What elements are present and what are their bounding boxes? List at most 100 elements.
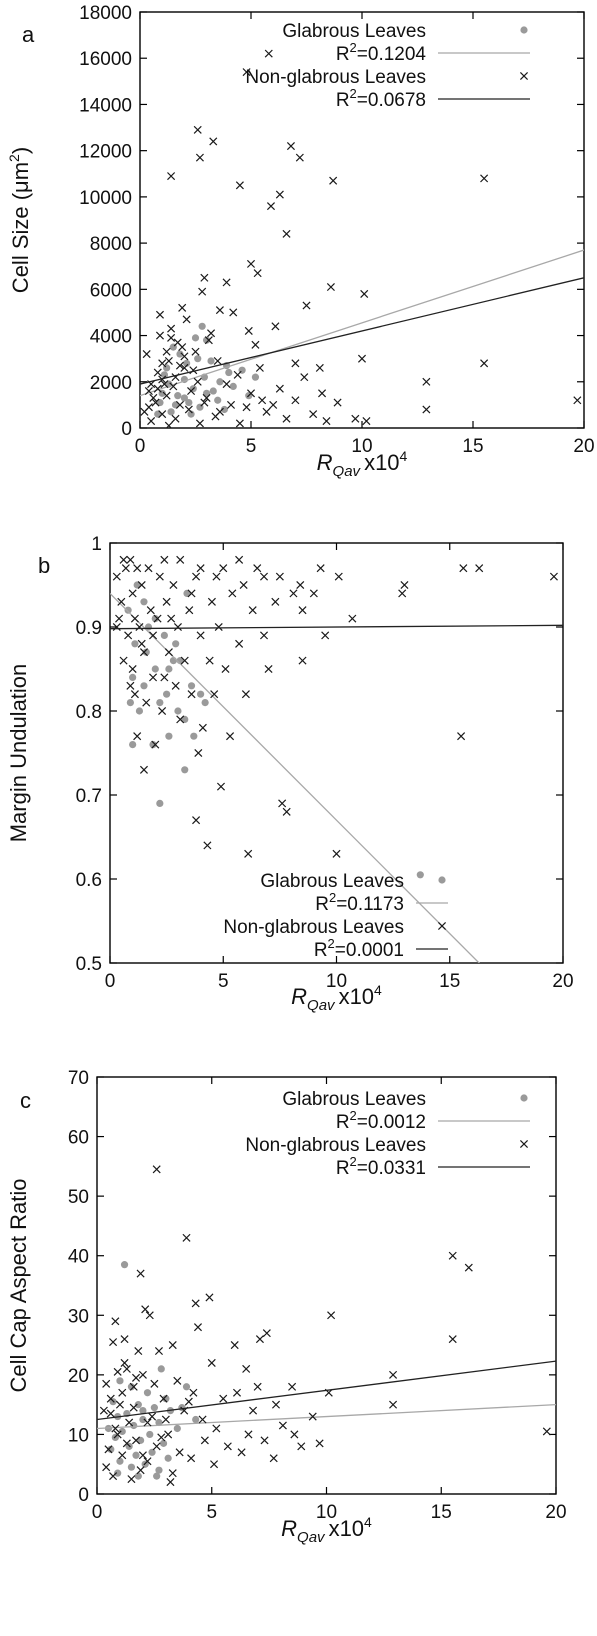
non-glabrous-point bbox=[278, 1421, 287, 1430]
glabrous-point bbox=[133, 581, 141, 589]
non-glabrous-point bbox=[129, 1403, 138, 1412]
non-glabrous-point bbox=[180, 352, 189, 361]
non-glabrous-point bbox=[422, 405, 431, 414]
glabrous-point bbox=[163, 690, 171, 698]
non-glabrous-point bbox=[271, 322, 280, 331]
non-glabrous-point bbox=[297, 1442, 306, 1451]
non-glabrous-point bbox=[143, 1457, 152, 1466]
non-glabrous-point bbox=[138, 1370, 147, 1379]
non-glabrous-point bbox=[264, 664, 273, 674]
glabrous-point bbox=[149, 741, 157, 749]
non-glabrous-point bbox=[151, 398, 160, 407]
legend-r2-symbol: R bbox=[315, 894, 329, 915]
non-glabrous-point bbox=[118, 1388, 127, 1397]
non-glabrous-point bbox=[362, 417, 371, 426]
panel-letter: b bbox=[38, 553, 50, 578]
non-glabrous-point bbox=[194, 748, 203, 758]
x-axis-title: RQav x104 bbox=[317, 448, 408, 480]
non-glabrous-point bbox=[249, 1406, 258, 1415]
non-glabrous-point bbox=[157, 1433, 166, 1442]
legend-r2-label: R2=0.0012 bbox=[336, 1108, 426, 1133]
non-glabrous-point bbox=[357, 354, 367, 363]
x-tick-label: 5 bbox=[218, 971, 229, 992]
non-glabrous-point bbox=[128, 589, 137, 598]
non-glabrous-point bbox=[120, 1335, 129, 1344]
non-glabrous-point bbox=[144, 386, 153, 396]
non-glabrous-point bbox=[422, 377, 431, 386]
y-tick-label: 50 bbox=[68, 1187, 89, 1208]
non-glabrous-point bbox=[246, 259, 256, 268]
glabrous-point bbox=[190, 732, 198, 740]
glabrous-point bbox=[169, 657, 178, 665]
non-glabrous-point bbox=[237, 1448, 246, 1457]
non-glabrous-point bbox=[153, 384, 162, 393]
non-glabrous-point bbox=[166, 1478, 175, 1487]
non-glabrous-point bbox=[291, 396, 300, 405]
non-glabrous-point bbox=[175, 1448, 184, 1457]
y-tick-label: 40 bbox=[68, 1247, 89, 1268]
non-glabrous-point bbox=[193, 125, 202, 134]
non-glabrous-point bbox=[193, 377, 202, 386]
non-glabrous-point bbox=[275, 384, 284, 393]
legend-r2-superscript: 2 bbox=[350, 86, 357, 101]
non-glabrous-point bbox=[222, 278, 231, 287]
glabrous-point bbox=[182, 1383, 191, 1391]
non-glabrous-point bbox=[142, 698, 151, 707]
glabrous-point bbox=[187, 682, 196, 690]
non-glabrous-point bbox=[207, 597, 216, 606]
non-glabrous-point bbox=[315, 363, 324, 372]
non-glabrous-point bbox=[448, 1251, 457, 1260]
glabrous-point bbox=[151, 615, 159, 623]
glabrous-point bbox=[167, 408, 175, 416]
glabrous-point bbox=[164, 1454, 172, 1462]
non-glabrous-point bbox=[171, 681, 180, 690]
non-glabrous-point bbox=[102, 1463, 111, 1472]
non-glabrous-point bbox=[155, 572, 164, 581]
non-glabrous-point bbox=[242, 1364, 251, 1373]
non-glabrous-point bbox=[195, 419, 204, 428]
non-glabrous-point bbox=[196, 631, 205, 640]
y-tick-label: 1 bbox=[91, 534, 102, 555]
non-glabrous-point bbox=[210, 690, 219, 699]
non-glabrous-point bbox=[321, 631, 330, 640]
non-glabrous-point bbox=[242, 403, 251, 412]
non-glabrous-point bbox=[169, 382, 178, 391]
non-glabrous-point bbox=[136, 1269, 145, 1278]
non-glabrous-point bbox=[207, 329, 216, 338]
non-glabrous-point bbox=[282, 414, 291, 423]
legend-r2-value: =0.1173 bbox=[336, 894, 404, 915]
non-glabrous-point bbox=[228, 589, 237, 598]
glabrous-point bbox=[181, 715, 189, 724]
non-glabrous-point bbox=[159, 1394, 168, 1403]
non-glabrous-point bbox=[113, 1430, 122, 1439]
legend-r2-label: R2=0.1173 bbox=[315, 890, 404, 915]
non-glabrous-point bbox=[175, 400, 184, 409]
non-glabrous-point bbox=[115, 614, 124, 623]
y-tick-label: 0 bbox=[78, 1485, 89, 1506]
non-glabrous-point bbox=[459, 564, 468, 573]
glabrous-point bbox=[172, 640, 180, 648]
x-axis-title-main: R bbox=[317, 450, 333, 475]
glabrous-point bbox=[214, 396, 222, 404]
non-glabrous-point bbox=[255, 363, 264, 372]
glabrous-point bbox=[155, 1466, 163, 1474]
y-tick-label: 60 bbox=[68, 1128, 89, 1149]
non-glabrous-point bbox=[112, 622, 121, 632]
non-glabrous-point bbox=[253, 564, 262, 573]
legend-r2-value: =0.1204 bbox=[357, 44, 427, 65]
non-glabrous-point bbox=[158, 706, 167, 716]
non-glabrous-point bbox=[278, 799, 287, 808]
glabrous-point bbox=[140, 682, 148, 690]
glabrous-point bbox=[140, 598, 148, 606]
non-glabrous-point bbox=[282, 229, 291, 238]
x-tick-label: 15 bbox=[439, 971, 460, 992]
non-glabrous-point bbox=[308, 1412, 317, 1421]
non-glabrous-point bbox=[171, 414, 180, 423]
glabrous-point bbox=[183, 589, 191, 598]
legend-label: Glabrous Leaves bbox=[282, 1089, 426, 1110]
legend-r2-symbol: R bbox=[336, 1112, 350, 1133]
non-glabrous-point bbox=[360, 289, 369, 298]
non-glabrous-point bbox=[131, 1373, 141, 1382]
